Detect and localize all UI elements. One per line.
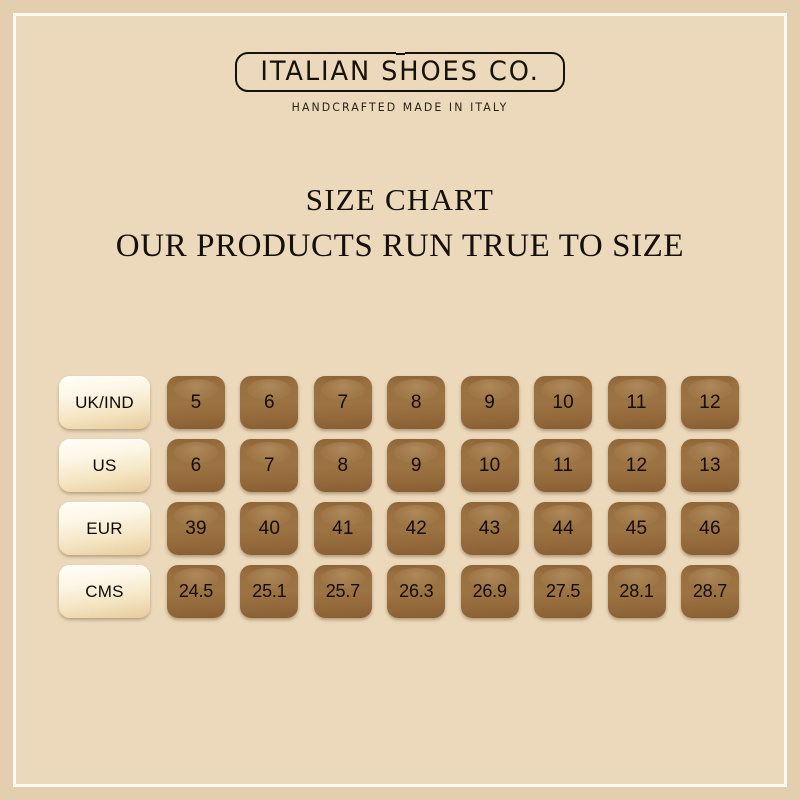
size-cell: 24.5 — [167, 565, 225, 618]
size-cell: 10 — [460, 439, 519, 492]
size-cell-value: 9 — [484, 391, 496, 413]
size-cell-value: 41 — [332, 517, 354, 539]
size-cell-value: 9 — [410, 454, 422, 476]
size-cell-value: 25.7 — [325, 581, 360, 601]
row-label-uk-ind: UK/IND — [59, 376, 150, 429]
size-cells: 24.5 25.1 25.7 26.3 26.9 27.5 28.1 28.7 — [167, 565, 739, 618]
size-cell-value: 8 — [337, 454, 349, 476]
size-cell: 7 — [240, 439, 299, 492]
size-cell: 46 — [680, 502, 739, 555]
size-cell: 6 — [167, 439, 225, 492]
size-cell: 9 — [460, 376, 519, 429]
size-cell-value: 24.5 — [178, 581, 214, 601]
size-cell-value: 43 — [478, 517, 501, 539]
size-cell-value: 10 — [552, 391, 574, 413]
size-cell-value: 26.3 — [399, 581, 434, 601]
row-label-eur: EUR — [59, 502, 150, 555]
size-cell-value: 28.7 — [692, 581, 728, 601]
size-cell-value: 6 — [190, 454, 202, 476]
size-cell: 26.9 — [460, 565, 519, 618]
size-cell-value: 40 — [258, 517, 281, 539]
size-cell-value: 6 — [264, 391, 275, 413]
size-cell: 39 — [167, 502, 225, 555]
size-cell-value: 12 — [699, 391, 721, 413]
size-cell: 9 — [387, 439, 446, 492]
size-cell: 44 — [534, 502, 593, 555]
size-cell: 8 — [313, 439, 372, 492]
size-cell: 12 — [607, 439, 666, 492]
size-cell-value: 7 — [264, 454, 275, 476]
size-cell-value: 8 — [410, 391, 422, 413]
size-cell: 5 — [167, 376, 225, 429]
size-cell: 25.7 — [313, 565, 372, 618]
brand-header: ITALIAN SHOES CO. HANDCRAFTED MADE IN IT… — [0, 48, 800, 114]
size-cell: 42 — [387, 502, 446, 555]
size-conversion-table: UK/IND 5 6 7 8 9 10 11 12 US 6 7 8 9 10 11 12 13 EUR 39 40 41… — [59, 376, 739, 618]
size-cell: 26.3 — [387, 565, 446, 618]
size-cells: 39 40 41 42 43 44 45 46 — [167, 502, 739, 555]
size-cell: 11 — [534, 439, 593, 492]
size-cell: 11 — [607, 376, 666, 429]
size-cell: 7 — [313, 376, 372, 429]
size-cell: 12 — [680, 376, 739, 429]
size-cell-value: 28.1 — [619, 581, 654, 601]
size-cell-value: 11 — [553, 454, 574, 476]
size-cell: 45 — [607, 502, 666, 555]
size-cell: 43 — [460, 502, 519, 555]
size-row-us: US 6 7 8 9 10 11 12 13 — [59, 439, 739, 492]
brand-name: ITALIAN SHOES CO. — [260, 56, 540, 87]
size-row-eur: EUR 39 40 41 42 43 44 45 46 — [59, 502, 739, 555]
size-cell-value: 11 — [626, 391, 647, 413]
size-row-cms: CMS 24.5 25.1 25.7 26.3 26.9 27.5 28.1 28.7 — [59, 565, 739, 618]
size-cell-value: 25.1 — [252, 581, 287, 601]
size-cell-value: 7 — [337, 391, 349, 413]
size-cell-value: 42 — [405, 517, 428, 539]
size-row-uk-ind: UK/IND 5 6 7 8 9 10 11 12 — [59, 376, 739, 429]
size-cells: 6 7 8 9 10 11 12 13 — [167, 439, 739, 492]
size-cell: 41 — [313, 502, 372, 555]
size-cell-value: 13 — [699, 454, 721, 476]
size-cells: 5 6 7 8 9 10 11 12 — [167, 376, 739, 429]
size-cell-value: 27.5 — [545, 581, 581, 601]
size-cell-value: 26.9 — [472, 581, 507, 601]
row-label-us: US — [59, 439, 150, 492]
size-cell: 13 — [680, 439, 739, 492]
size-cell: 6 — [240, 376, 299, 429]
size-cell: 40 — [240, 502, 299, 555]
size-cell-value: 5 — [190, 391, 202, 413]
size-cell: 8 — [387, 376, 446, 429]
size-cell: 28.7 — [680, 565, 739, 618]
size-cell-value: 44 — [552, 517, 574, 539]
size-cell-value: 10 — [478, 454, 501, 476]
row-label-cms: CMS — [59, 565, 150, 618]
size-cell: 25.1 — [240, 565, 299, 618]
page-subtitle: OUR PRODUCTS RUN TRUE TO SIZE — [115, 228, 685, 265]
brand-tagline: HANDCRAFTED MADE IN ITALY — [291, 100, 509, 114]
brand-logo-box: ITALIAN SHOES CO. — [234, 48, 566, 92]
size-cell: 27.5 — [534, 565, 593, 618]
size-cell-value: 45 — [625, 517, 648, 539]
headings-block: SIZE CHART OUR PRODUCTS RUN TRUE TO SIZE — [0, 182, 800, 265]
logo-notch-icon — [396, 48, 405, 55]
page-title: SIZE CHART — [305, 182, 495, 217]
size-cell: 10 — [534, 376, 593, 429]
size-cell-value: 12 — [625, 454, 648, 476]
size-cell-value: 39 — [185, 517, 207, 539]
size-cell: 28.1 — [607, 565, 666, 618]
size-cell-value: 46 — [699, 517, 721, 539]
